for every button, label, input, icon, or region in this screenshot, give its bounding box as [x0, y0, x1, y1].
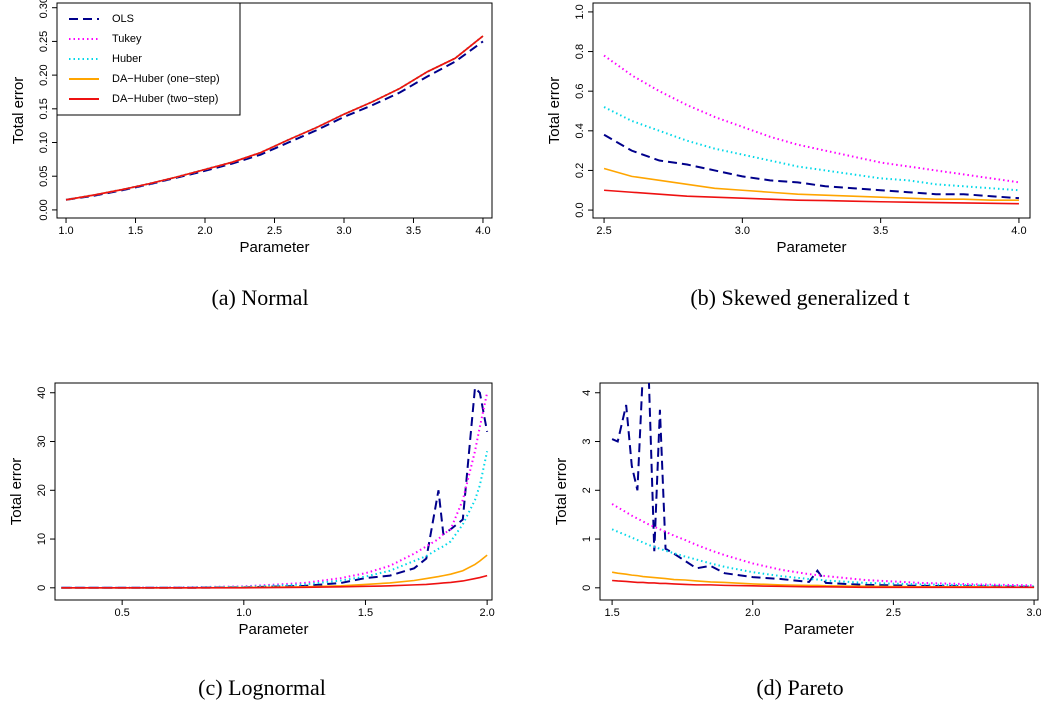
x-tick-label: 2.5	[267, 225, 282, 237]
y-tick-label: 20	[36, 484, 48, 496]
panel: 0.5 1.0 1.5 2.0 0 10 20 30 40 Parameter Total erro…	[8, 382, 495, 700]
y-tick-label: 2	[581, 487, 593, 493]
y-tick-label: 0.15	[38, 98, 50, 119]
y-tick-label: 0.30	[38, 0, 50, 18]
legend-label: Tukey	[112, 33, 142, 45]
y-tick-label: 0.8	[574, 44, 586, 59]
y-tick-label: 0.20	[38, 64, 50, 85]
y-tick-label: 30	[36, 435, 48, 447]
panel: 2.5 3.0 3.5 4.0 0.0 0.2 0.4 0.6 0.8 1.0 Parameter T…	[546, 2, 1031, 310]
series-line	[603, 54, 1020, 184]
y-tick-label: 40	[36, 387, 48, 399]
caption: (b) Skewed generalized t	[690, 285, 909, 310]
legend-label: OLS	[112, 13, 134, 25]
y-tick-label: 1	[581, 536, 593, 542]
x-axis-title: Parameter	[784, 621, 854, 638]
panel: 1.5 2.0 2.5 3.0 0 1 2 3 4 Parameter Total error (d)…	[553, 382, 1041, 700]
caption: (a) Normal	[211, 285, 308, 310]
y-tick-label: 10	[36, 533, 48, 545]
y-tick-label: 0.05	[38, 166, 50, 187]
series-line	[611, 571, 1035, 589]
y-tick-label: 0	[36, 585, 48, 591]
y-tick-label: 0.6	[574, 84, 586, 99]
y-tick-label: 0.00	[38, 199, 50, 220]
x-tick-label: 1.5	[358, 607, 373, 619]
y-axis-title: Total error	[546, 77, 563, 145]
x-tick-label: 4.0	[475, 225, 490, 237]
plot-frame	[599, 382, 1039, 601]
x-tick-label: 0.5	[115, 607, 130, 619]
series-line	[611, 528, 1035, 588]
x-tick-label: 1.5	[128, 225, 143, 237]
caption: (d) Pareto	[756, 675, 843, 700]
panel: 1.0 1.5 2.0 2.5 3.0 3.5 4.0 0.00 0.05 0.10 0.15 0.2…	[10, 0, 493, 310]
x-tick-label: 3.0	[1026, 607, 1041, 619]
y-tick-label: 4	[581, 390, 593, 396]
series-line	[611, 383, 1035, 588]
y-tick-label: 1.0	[574, 4, 586, 19]
x-tick-label: 2.0	[745, 607, 760, 619]
legend: OLS Tukey Huber DA−Huber (one−step) DA−Huber…	[56, 2, 241, 116]
x-tick-label: 3.0	[336, 225, 351, 237]
plot-frame	[54, 382, 493, 601]
y-axis-title: Total error	[10, 77, 27, 145]
plot-area	[61, 385, 489, 589]
series-line	[612, 579, 1035, 589]
y-tick-label: 0.10	[38, 132, 50, 153]
x-tick-label: 3.5	[873, 225, 888, 237]
x-tick-label: 1.0	[58, 225, 73, 237]
x-axis-title: Parameter	[238, 621, 308, 638]
series-line	[603, 133, 1020, 200]
series-line	[603, 106, 1020, 192]
x-tick-label: 1.5	[604, 607, 619, 619]
legend-label: DA−Huber (two−step)	[112, 93, 218, 105]
x-axis-title: Parameter	[239, 239, 309, 256]
x-tick-label: 2.0	[479, 607, 494, 619]
legend-label: DA−Huber (one−step)	[112, 73, 220, 85]
x-tick-label: 4.0	[1011, 225, 1026, 237]
series-line	[61, 451, 489, 589]
y-tick-label: 0.25	[38, 31, 50, 52]
x-tick-label: 2.5	[886, 607, 901, 619]
x-axis-title: Parameter	[776, 239, 846, 256]
x-tick-label: 3.5	[406, 225, 421, 237]
y-tick-label: 0.2	[574, 163, 586, 178]
x-tick-label: 2.0	[197, 225, 212, 237]
caption: (c) Lognormal	[198, 675, 326, 700]
series-line	[61, 574, 488, 589]
series-line	[65, 35, 484, 201]
y-tick-label: 0.0	[574, 202, 586, 217]
plot-area	[65, 35, 484, 201]
plot-area	[611, 383, 1035, 589]
plot-frame	[592, 2, 1031, 219]
y-axis-title: Total error	[8, 458, 25, 526]
series-line	[603, 167, 1019, 201]
y-tick-label: 3	[581, 438, 593, 444]
series-line	[604, 189, 1019, 205]
series-line	[611, 503, 1035, 587]
y-tick-label: 0.4	[574, 123, 586, 138]
x-tick-label: 2.5	[596, 225, 611, 237]
plot-area	[603, 54, 1020, 205]
y-tick-label: 0	[581, 585, 593, 591]
x-tick-label: 3.0	[735, 225, 750, 237]
x-tick-label: 1.0	[236, 607, 251, 619]
y-axis-title: Total error	[553, 458, 570, 526]
legend-label: Huber	[112, 53, 142, 65]
series-line	[61, 392, 489, 589]
